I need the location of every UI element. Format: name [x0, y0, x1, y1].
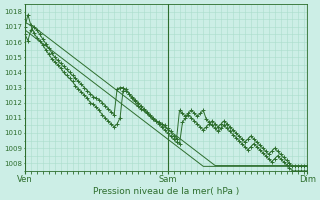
X-axis label: Pression niveau de la mer( hPa ): Pression niveau de la mer( hPa )	[93, 187, 239, 196]
